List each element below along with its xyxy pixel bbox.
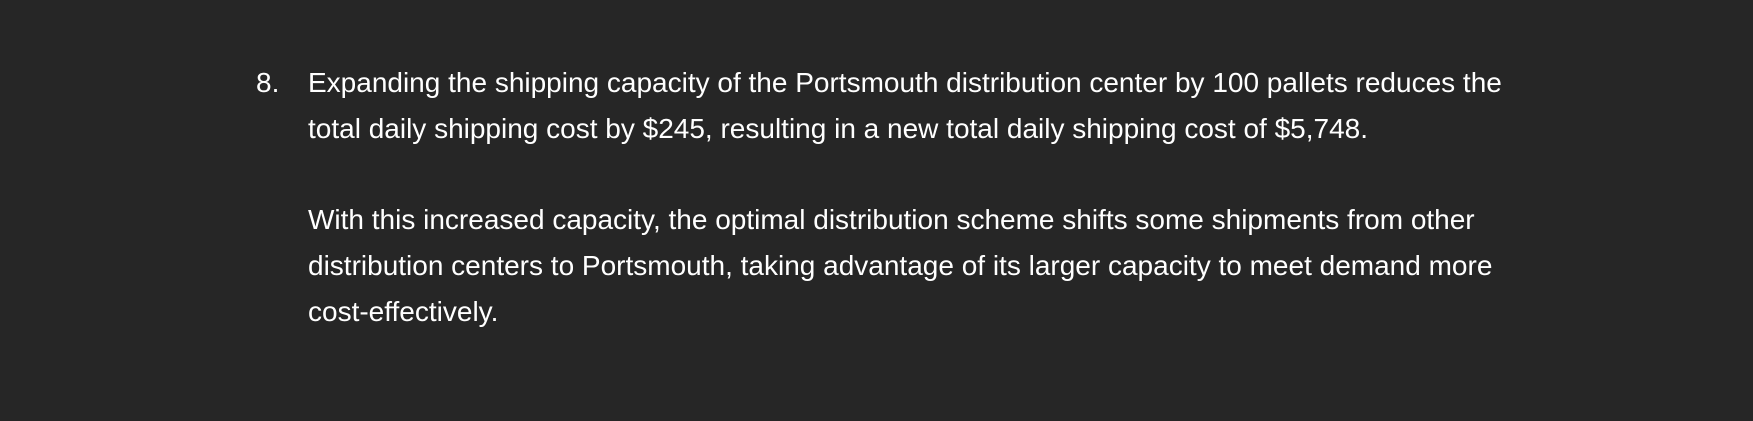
list-item-number: 8.	[256, 67, 280, 98]
list-item-body: Expanding the shipping capacity of the P…	[308, 60, 1546, 335]
numbered-list-item: 8. Expanding the shipping capacity of th…	[256, 60, 1546, 335]
paragraph-distribution-shift: With this increased capacity, the optima…	[308, 204, 1493, 327]
paragraph-capacity-expansion: Expanding the shipping capacity of the P…	[308, 67, 1502, 144]
